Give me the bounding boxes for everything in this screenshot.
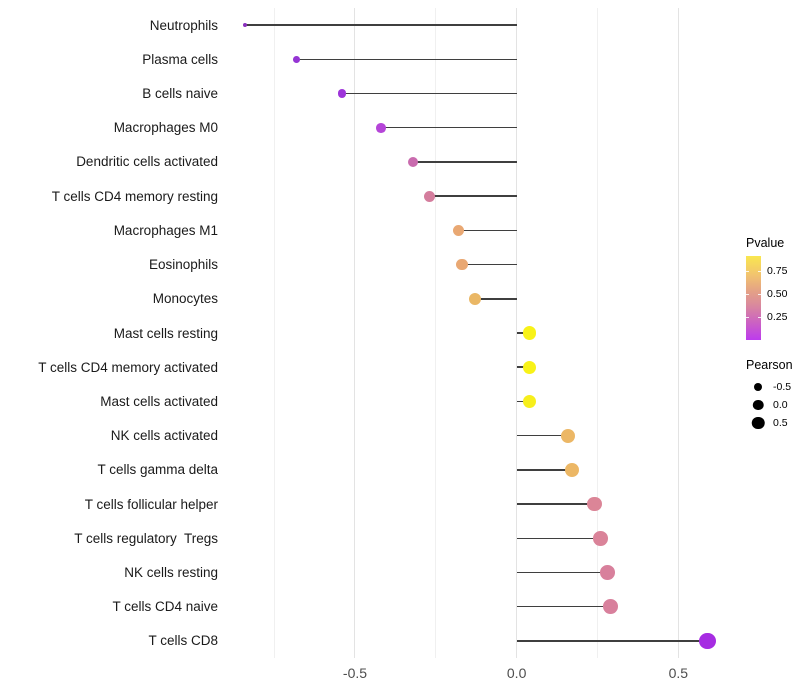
data-point — [337, 89, 347, 98]
gridline-minor — [596, 8, 598, 658]
stem — [516, 434, 569, 437]
stem — [461, 263, 517, 266]
data-point — [376, 122, 386, 133]
y-axis-label: T cells follicular helper — [84, 496, 218, 512]
colorbar-tick — [758, 293, 761, 295]
data-point — [243, 23, 248, 28]
pearson-size-entries: -0.5 0.0 0.5 — [746, 378, 793, 432]
y-axis-label: T cells CD4 memory resting — [51, 188, 218, 204]
y-axis-label: T cells regulatory Tregs — [74, 530, 218, 546]
colorbar-tick — [746, 316, 749, 318]
data-point — [423, 190, 435, 202]
size-legend-label: 0.5 — [773, 416, 788, 429]
size-legend-entry: 0.5 — [746, 414, 793, 432]
y-axis-label: T cells CD8 — [148, 633, 218, 649]
data-point — [599, 565, 615, 580]
data-point — [602, 599, 618, 615]
data-point — [593, 530, 609, 546]
y-axis-label: Mast cells resting — [113, 325, 218, 341]
colorbar-tick-label: 0.75 — [767, 264, 788, 277]
data-point — [293, 55, 301, 63]
stem — [380, 126, 517, 129]
pvalue-legend-title: Pvalue — [746, 236, 785, 250]
stem — [413, 161, 517, 163]
data-point — [468, 292, 481, 305]
size-legend-entry: 0.0 — [746, 396, 793, 414]
stem — [296, 58, 517, 61]
data-point — [455, 258, 468, 271]
size-legend-dot — [751, 416, 765, 430]
pearson-size-legend: Pearson -0.5 0.0 0.5 — [746, 358, 793, 432]
size-legend-entry: -0.5 — [746, 378, 793, 396]
y-axis-label: B cells naive — [142, 86, 218, 102]
colorbar-tick-label: 0.25 — [767, 310, 788, 323]
stem — [516, 469, 572, 471]
stem — [516, 503, 595, 505]
colorbar-tick — [746, 293, 749, 295]
x-axis-tick-label: 0.5 — [668, 665, 689, 681]
colorbar-tick — [746, 271, 749, 273]
y-axis-label: NK cells activated — [110, 428, 218, 444]
pvalue-colorbar: 0.75 0.50 0.25 — [746, 256, 788, 340]
y-axis-label: T cells CD4 naive — [112, 599, 218, 615]
colorbar-tick — [758, 316, 761, 318]
data-point — [452, 224, 465, 237]
y-axis-label: Eosinophils — [148, 257, 218, 273]
size-legend-dot — [754, 383, 762, 391]
x-axis-tick-label: 0.0 — [506, 665, 527, 681]
data-point — [522, 394, 537, 409]
stem — [474, 298, 517, 300]
gridline-minor — [435, 8, 437, 658]
stem — [429, 195, 517, 197]
stem — [245, 24, 517, 26]
stem — [516, 605, 611, 608]
stem — [516, 537, 601, 539]
data-point — [561, 428, 576, 443]
y-axis-label: T cells gamma delta — [97, 462, 218, 478]
y-axis-label: T cells CD4 memory activated — [38, 359, 218, 375]
pvalue-color-legend: Pvalue 0.75 0.50 0.25 — [746, 236, 788, 340]
data-point — [586, 496, 602, 512]
stem — [516, 640, 708, 642]
data-point — [522, 326, 537, 340]
y-axis-label: Macrophages M1 — [113, 222, 218, 238]
y-axis-label: Macrophages M0 — [113, 120, 218, 136]
pvalue-gradient-bar — [746, 256, 761, 340]
stem — [516, 571, 608, 574]
y-axis-label: Dendritic cells activated — [76, 154, 218, 170]
y-axis-label: Monocytes — [152, 291, 218, 307]
plot-panel — [225, 8, 731, 658]
y-axis-label: Plasma cells — [142, 51, 218, 67]
data-point — [699, 632, 716, 650]
gridline-minor — [273, 8, 275, 658]
data-point — [407, 156, 419, 168]
stem — [342, 92, 517, 95]
y-axis-label: Mast cells activated — [100, 393, 218, 409]
size-legend-label: -0.5 — [773, 380, 792, 393]
gridline-major — [354, 8, 356, 658]
y-axis-label: NK cells resting — [124, 564, 218, 580]
x-axis-tick-label: -0.5 — [342, 665, 368, 681]
size-legend-dot — [752, 399, 764, 411]
data-point — [564, 462, 579, 477]
size-legend-label: 0.0 — [773, 398, 788, 411]
colorbar-tick — [758, 271, 761, 273]
gridline-major — [677, 8, 679, 658]
pearson-legend-title: Pearson — [746, 358, 793, 372]
stem — [458, 229, 517, 232]
colorbar-tick-label: 0.50 — [767, 287, 788, 300]
data-point — [522, 360, 537, 374]
y-axis-label: Neutrophils — [149, 17, 218, 33]
